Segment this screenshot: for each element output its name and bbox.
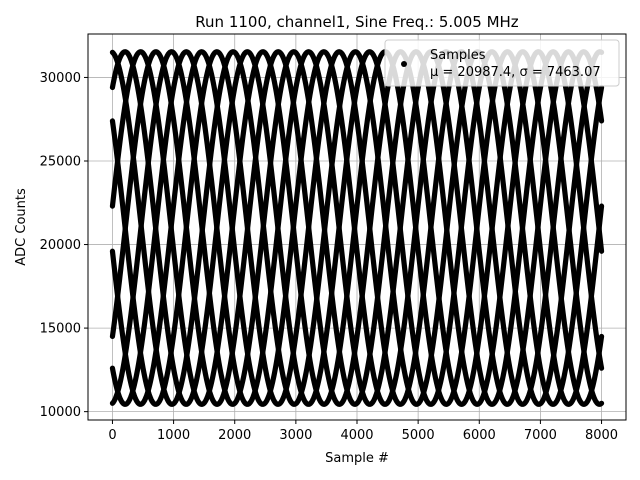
y-tick-label: 15000 [40, 322, 81, 337]
y-tick-label: 10000 [40, 405, 81, 420]
legend-box [384, 39, 620, 87]
y-axis-label: ADC Counts [14, 188, 29, 266]
legend-marker-dot [401, 61, 407, 67]
sample-curve [109, 49, 605, 407]
x-tick-label: 2000 [218, 428, 251, 443]
x-tick-label: 5000 [402, 428, 435, 443]
x-tick-label: 3000 [279, 428, 312, 443]
sample-curve [109, 49, 605, 407]
x-tick-label: 4000 [340, 428, 373, 443]
x-axis-ticks: 0 1000 2000 3000 4000 5000 6000 7000 8000 [108, 420, 618, 443]
x-axis-label: Sample # [325, 451, 389, 466]
y-tick-label: 30000 [40, 71, 81, 86]
legend-entry-samples: Samples [430, 48, 486, 63]
sample-curve [109, 49, 605, 407]
x-tick-label: 1000 [157, 428, 190, 443]
y-tick-label: 25000 [40, 154, 81, 169]
x-tick-label: 0 [108, 428, 116, 443]
sample-curve [109, 49, 605, 407]
x-tick-label: 6000 [463, 428, 496, 443]
x-tick-label: 8000 [585, 428, 618, 443]
x-tick-label: 7000 [524, 428, 557, 443]
y-tick-label: 20000 [40, 238, 81, 253]
legend: Samples μ = 20987.4, σ = 7463.07 [384, 39, 620, 87]
data-series-samples [109, 49, 605, 407]
y-axis-ticks: 10000 15000 20000 25000 30000 [40, 71, 88, 420]
chart-title: Run 1100, channel1, Sine Freq.: 5.005 MH… [195, 13, 519, 31]
legend-entry-stats: μ = 20987.4, σ = 7463.07 [430, 65, 601, 80]
